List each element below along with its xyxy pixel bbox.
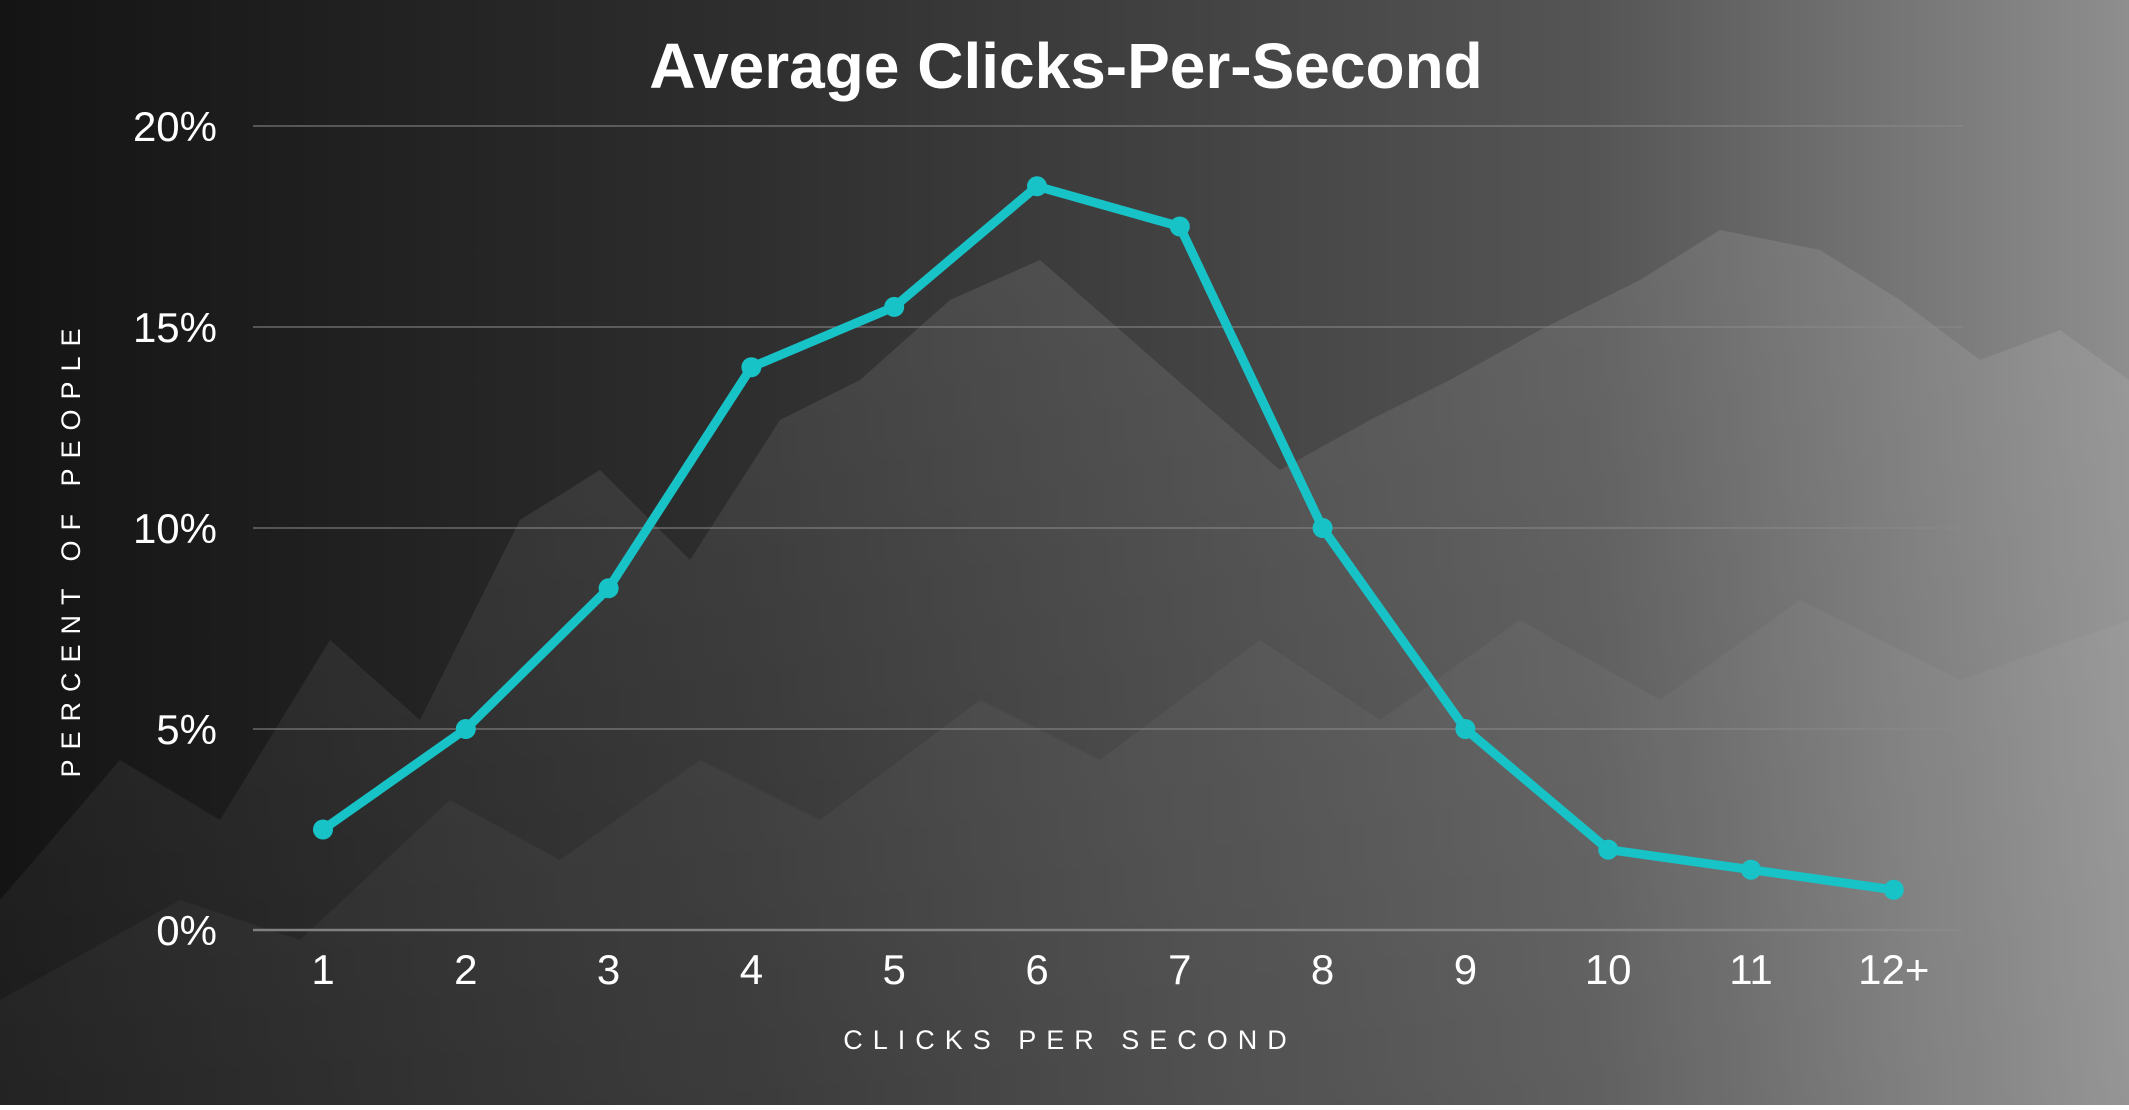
x-tick-label: 11: [1729, 946, 1773, 993]
y-tick-label: 5%: [156, 706, 217, 753]
series-line: [318, 181, 1899, 895]
x-tick-label: 3: [597, 946, 620, 993]
y-tick-label: 15%: [133, 304, 217, 351]
x-tick-label: 2: [454, 946, 477, 993]
data-point: [1169, 216, 1190, 237]
data-point: [313, 819, 333, 840]
data-point: [884, 296, 905, 317]
data-point: [1027, 176, 1047, 197]
y-axis-ticks: 0% 5% 10% 15% 20%: [133, 103, 217, 954]
data-point: [741, 357, 762, 378]
x-tick-label: 8: [1311, 946, 1334, 993]
x-tick-label: 12+: [1858, 946, 1929, 993]
x-axis-label: CLICKS PER SECOND: [843, 1025, 1297, 1055]
x-tick-label: 1: [311, 946, 334, 993]
data-points: [313, 176, 1904, 900]
data-point: [1741, 859, 1761, 880]
mountain-backdrop: [0, 230, 2129, 1105]
chart-title: Average Clicks-Per-Second: [649, 30, 1483, 102]
data-point: [455, 719, 476, 739]
x-tick-label: 5: [883, 946, 906, 993]
data-point: [1598, 839, 1619, 860]
x-tick-label: 4: [740, 946, 763, 993]
data-point: [1455, 719, 1476, 739]
x-tick-label: 9: [1454, 946, 1477, 993]
data-point: [1883, 879, 1904, 900]
x-tick-label: 6: [1025, 946, 1048, 993]
data-point: [598, 578, 619, 599]
x-tick-label: 7: [1168, 946, 1191, 993]
y-tick-label: 10%: [133, 505, 217, 552]
data-point: [1312, 518, 1333, 538]
x-axis-ticks: 1 2 3 4 5 6 7 8 9 10 11 12+: [311, 946, 1929, 993]
y-tick-label: 20%: [133, 103, 217, 150]
y-axis-label: PERCENT OF PEOPLE: [56, 318, 86, 777]
gridlines: [253, 125, 1963, 932]
y-tick-label: 0%: [156, 907, 217, 954]
x-tick-label: 10: [1585, 946, 1632, 993]
